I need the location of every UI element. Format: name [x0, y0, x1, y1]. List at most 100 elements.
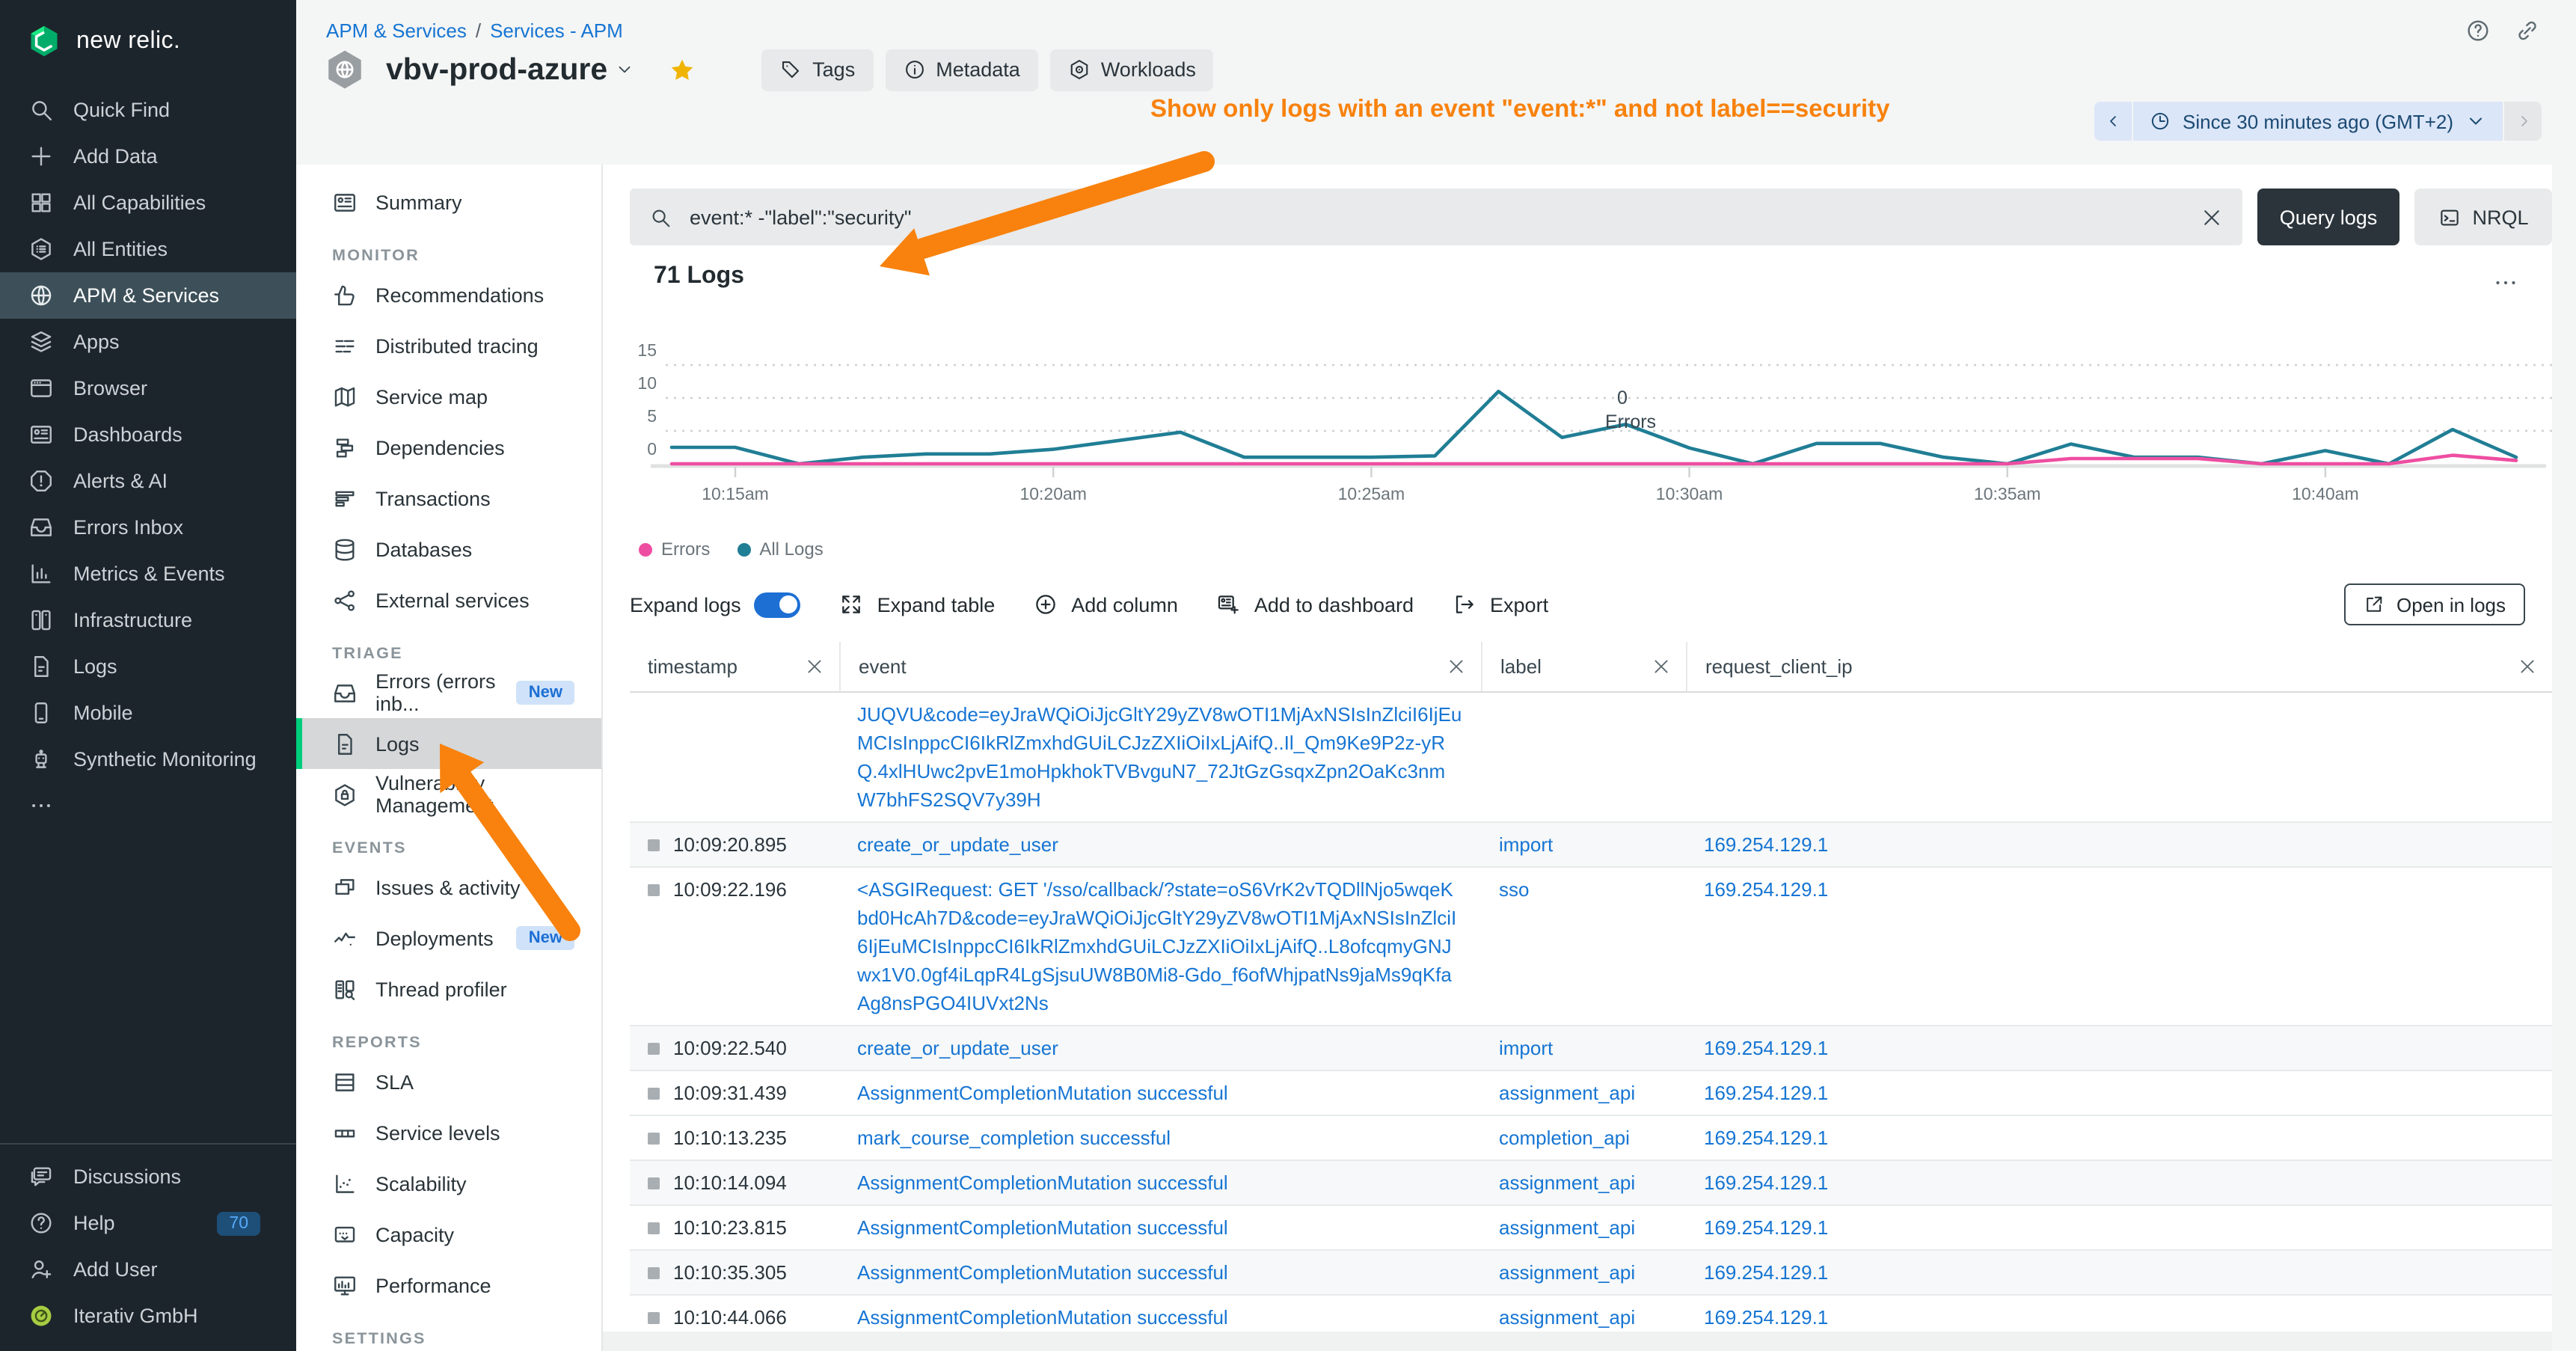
time-picker-button[interactable]: Since 30 minutes ago (GMT+2): [2133, 102, 2503, 141]
time-picker-prev-button[interactable]: [2094, 102, 2132, 141]
help-circle-icon[interactable]: [2465, 18, 2491, 43]
remove-column-icon[interactable]: [1652, 657, 1671, 676]
sidebar-item[interactable]: Apps: [0, 319, 296, 365]
more-options-icon[interactable]: [2492, 269, 2519, 296]
subnav-item[interactable]: Summary: [296, 177, 601, 227]
add-to-dashboard-button[interactable]: Add to dashboard: [1217, 592, 1414, 616]
column-header-timestamp[interactable]: timestamp: [630, 642, 839, 691]
row-marker-icon[interactable]: [648, 1088, 660, 1100]
cell-event-link[interactable]: create_or_update_user: [857, 833, 1058, 856]
sidebar-item[interactable]: Browser: [0, 365, 296, 411]
sidebar-item[interactable]: Quick Find: [0, 87, 296, 133]
cell-ip-link[interactable]: 169.254.129.1: [1704, 1261, 1828, 1284]
sidebar-item[interactable]: Errors Inbox: [0, 504, 296, 551]
sidebar-item[interactable]: All Entities: [0, 226, 296, 272]
cell-ip-link[interactable]: 169.254.129.1: [1704, 1037, 1828, 1059]
subnav-item[interactable]: Performance: [296, 1260, 601, 1311]
time-picker-next-button[interactable]: [2504, 102, 2542, 141]
cell-ip-link[interactable]: 169.254.129.1: [1704, 833, 1828, 856]
cell-label-link[interactable]: assignment_api: [1499, 1171, 1635, 1194]
title-dropdown-icon[interactable]: [615, 60, 634, 79]
cell-event-link[interactable]: AssignmentCompletionMutation successful: [857, 1171, 1228, 1194]
row-marker-icon[interactable]: [648, 1222, 660, 1234]
sidebar-item[interactable]: Synthetic Monitoring: [0, 736, 296, 782]
subnav-item[interactable]: Recommendations: [296, 269, 601, 320]
table-row[interactable]: 10:09:22.540 create_or_update_user impor…: [630, 1026, 2552, 1071]
sidebar-item[interactable]: Alerts & AI: [0, 458, 296, 504]
add-column-button[interactable]: Add column: [1034, 592, 1178, 616]
sidebar-item[interactable]: Mobile: [0, 690, 296, 736]
sidebar-item[interactable]: Dashboards: [0, 411, 296, 458]
cell-event-link[interactable]: mark_course_completion successful: [857, 1127, 1171, 1149]
subnav-item[interactable]: Capacity: [296, 1209, 601, 1260]
row-marker-icon[interactable]: [648, 1133, 660, 1145]
cell-label-link[interactable]: assignment_api: [1499, 1261, 1635, 1284]
subnav-item[interactable]: Service levels: [296, 1107, 601, 1158]
cell-label-link[interactable]: import: [1499, 1037, 1553, 1059]
breadcrumb-link-apm[interactable]: APM & Services: [326, 19, 467, 42]
cell-event-link[interactable]: AssignmentCompletionMutation successful: [857, 1306, 1228, 1329]
sidebar-footer-item[interactable]: Help 70: [0, 1200, 296, 1246]
cell-label-link[interactable]: completion_api: [1499, 1127, 1630, 1149]
cell-event-link[interactable]: create_or_update_user: [857, 1037, 1058, 1059]
cell-ip-link[interactable]: 169.254.129.1: [1704, 1216, 1828, 1239]
cell-event-link[interactable]: <ASGIRequest: GET '/sso/callback/?state=…: [857, 878, 1456, 1014]
breadcrumb-link-services[interactable]: Services - APM: [490, 19, 623, 42]
clear-search-icon[interactable]: [2201, 206, 2223, 228]
cell-label-link[interactable]: sso: [1499, 878, 1529, 901]
entity-header-button[interactable]: Tags: [761, 49, 873, 91]
subnav-item[interactable]: Deployments New: [296, 913, 601, 964]
cell-ip-link[interactable]: 169.254.129.1: [1704, 1127, 1828, 1149]
favorite-star-icon[interactable]: [669, 56, 696, 83]
table-row[interactable]: 10:09:20.895 create_or_update_user impor…: [630, 823, 2552, 868]
column-header-event[interactable]: event: [839, 642, 1481, 691]
cell-event-link[interactable]: AssignmentCompletionMutation successful: [857, 1261, 1228, 1284]
row-marker-icon[interactable]: [648, 839, 660, 851]
cell-label-link[interactable]: assignment_api: [1499, 1082, 1635, 1104]
subnav-item[interactable]: Databases: [296, 524, 601, 575]
query-logs-button[interactable]: Query logs: [2257, 189, 2399, 245]
table-row[interactable]: 10:09:31.439 AssignmentCompletionMutatio…: [630, 1071, 2552, 1116]
subnav-item[interactable]: Distributed tracing: [296, 320, 601, 371]
sidebar-footer-item[interactable]: Iterativ GmbH: [0, 1293, 296, 1339]
table-row[interactable]: 10:10:13.235 mark_course_completion succ…: [630, 1116, 2552, 1161]
subnav-item[interactable]: Service map: [296, 371, 601, 422]
row-marker-icon[interactable]: [648, 1312, 660, 1324]
sidebar-item[interactable]: APM & Services: [0, 272, 296, 319]
subnav-item[interactable]: Logs: [296, 718, 601, 769]
subnav-item[interactable]: Issues & activity: [296, 862, 601, 913]
column-header-request-client-ip[interactable]: request_client_ip: [1686, 642, 2552, 691]
remove-column-icon[interactable]: [2518, 657, 2537, 676]
table-row[interactable]: 10:10:35.305 AssignmentCompletionMutatio…: [630, 1251, 2552, 1296]
row-marker-icon[interactable]: [648, 1043, 660, 1055]
subnav-item[interactable]: External services: [296, 575, 601, 625]
nrql-button[interactable]: NRQL: [2414, 189, 2552, 245]
sidebar-item[interactable]: Add Data: [0, 133, 296, 180]
table-row[interactable]: JUQVU&code=eyJraWQiOiJjcGltY29yZV8wOTI1M…: [630, 693, 2552, 823]
log-search-input[interactable]: [687, 204, 2186, 230]
row-marker-icon[interactable]: [648, 1177, 660, 1189]
cell-ip-link[interactable]: 169.254.129.1: [1704, 1171, 1828, 1194]
subnav-item[interactable]: SLA: [296, 1056, 601, 1107]
cell-event-link[interactable]: JUQVU&code=eyJraWQiOiJjcGltY29yZV8wOTI1M…: [857, 703, 1462, 811]
subnav-item[interactable]: Errors (errors inb... New: [296, 667, 601, 718]
entity-header-button[interactable]: Metadata: [885, 49, 1038, 91]
cell-event-link[interactable]: AssignmentCompletionMutation successful: [857, 1216, 1228, 1239]
cell-ip-link[interactable]: 169.254.129.1: [1704, 1082, 1828, 1104]
sidebar-footer-item[interactable]: Discussions: [0, 1154, 296, 1200]
subnav-item[interactable]: Transactions: [296, 473, 601, 524]
expand-table-button[interactable]: Expand table: [840, 592, 996, 616]
subnav-item[interactable]: Scalability: [296, 1158, 601, 1209]
open-in-logs-button[interactable]: Open in logs: [2344, 583, 2525, 625]
table-row[interactable]: 10:09:22.196 <ASGIRequest: GET '/sso/cal…: [630, 868, 2552, 1026]
sidebar-item[interactable]: All Capabilities: [0, 180, 296, 226]
table-row[interactable]: 10:10:23.815 AssignmentCompletionMutatio…: [630, 1206, 2552, 1251]
cell-label-link[interactable]: import: [1499, 833, 1553, 856]
cell-event-link[interactable]: AssignmentCompletionMutation successful: [857, 1082, 1228, 1104]
remove-column-icon[interactable]: [1447, 657, 1466, 676]
entity-header-button[interactable]: Workloads: [1050, 49, 1214, 91]
column-header-label[interactable]: label: [1481, 642, 1686, 691]
subnav-item[interactable]: Dependencies: [296, 422, 601, 473]
cell-ip-link[interactable]: 169.254.129.1: [1704, 878, 1828, 901]
sidebar-item[interactable]: Logs: [0, 643, 296, 690]
